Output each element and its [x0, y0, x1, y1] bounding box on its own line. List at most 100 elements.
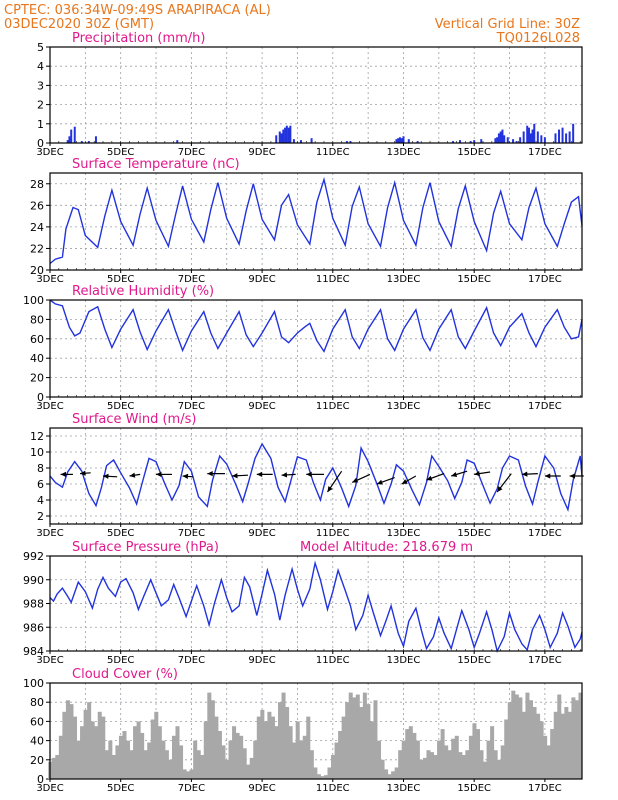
pressure-title: Surface Pressure (hPa): [72, 540, 219, 555]
precipitation-bar: [349, 141, 352, 143]
cloud-bar: [373, 700, 378, 779]
cloud-bar: [352, 697, 357, 779]
temperature-line: [49, 176, 583, 265]
cloud-bar: [408, 726, 413, 779]
wind-vector-head: [60, 471, 67, 478]
precipitation-ytick-label: 4: [37, 60, 44, 73]
precipitation-bar: [531, 129, 534, 143]
precipitation-xtick-label: 9DEC: [248, 147, 275, 158]
pressure-xtick-label: 3DEC: [36, 655, 63, 666]
cloud-ytick-label: 20: [30, 754, 44, 767]
precipitation-title: Precipitation (mm/h): [72, 31, 205, 46]
cloud-bar: [179, 745, 184, 779]
pressure-xtick-label: 9DEC: [248, 655, 275, 666]
pressure-xtick-label: 17DEC: [528, 655, 562, 666]
pressure-ytick-label: 984: [23, 645, 44, 658]
cloud-bar: [111, 755, 116, 779]
pressure-ytick-label: 990: [23, 574, 44, 587]
wind-vector-head: [232, 473, 238, 479]
cloud-bar: [299, 740, 304, 779]
cloud-xtick-label: 17DEC: [528, 783, 562, 794]
cloud-bar: [490, 726, 495, 779]
precipitation-ytick-label: 0: [37, 137, 44, 150]
temperature-xtick-label: 17DEC: [528, 274, 562, 285]
humidity-frame: [49, 299, 583, 398]
cloud-bar: [430, 752, 435, 779]
precipitation-bar: [66, 140, 69, 143]
humidity-ytick-label: 40: [30, 352, 44, 365]
cloud-bar: [419, 759, 424, 779]
cloud-ytick-label: 60: [30, 715, 44, 728]
cloud-bar: [458, 752, 463, 779]
wind-ytick-label: 10: [30, 446, 44, 459]
cloud-bar: [465, 750, 470, 779]
humidity-plot: 0 20 40 60 80 100 3DEC 5DEC 7DEC 9DEC 11DEC 13DEC 15…: [23, 294, 583, 412]
precipitation-bar: [310, 138, 313, 143]
wind-vector-head: [544, 473, 551, 479]
humidity-ytick-label: 60: [30, 333, 44, 346]
cloud-bar: [239, 735, 244, 779]
cloud-bar: [461, 755, 466, 779]
precipitation-bar: [345, 141, 348, 143]
precipitation-bar: [480, 139, 483, 143]
precipitation-bar: [282, 129, 285, 143]
humidity-xtick-label: 5DEC: [107, 401, 134, 412]
cloud-bar: [140, 732, 145, 779]
cloud-bar: [302, 735, 307, 779]
cloud-bar: [369, 721, 374, 779]
cloud-xtick-label: 3DEC: [36, 783, 63, 794]
cloud-bar: [76, 740, 81, 779]
precipitation-bar: [568, 131, 571, 143]
cloud-bar: [281, 692, 286, 779]
cloud-bar: [143, 750, 148, 779]
cloud-bar: [69, 704, 74, 779]
precipitation-bar: [558, 129, 561, 143]
precipitation-bar: [292, 139, 295, 143]
cloud-bar: [412, 732, 417, 779]
cloud-bar: [433, 755, 438, 779]
precipitation-ytick-label: 3: [37, 79, 44, 92]
pressure-line: [49, 560, 583, 654]
precipitation-xtick-label: 7DEC: [178, 147, 205, 158]
cloud-bar: [150, 719, 155, 779]
cloud-bar: [546, 745, 551, 779]
wind-line: [49, 442, 583, 512]
precipitation-bar: [506, 137, 509, 143]
cloud-bar: [338, 731, 343, 779]
cloud-bar: [553, 711, 558, 779]
wind-xtick-label: 9DEC: [248, 528, 275, 539]
humidity-xtick-label: 11DEC: [316, 401, 350, 412]
cloud-bar: [422, 757, 427, 779]
pressure-frame: [49, 555, 583, 652]
temperature-xtick-label: 5DEC: [107, 274, 134, 285]
wind-xtick-label: 11DEC: [316, 528, 350, 539]
precipitation-bar: [529, 133, 532, 143]
panel-wind: Surface Wind (m/s) 2 4 6 8 10 12 3DEC 5DEC 7DEC 9…: [30, 412, 584, 539]
precipitation-bar: [503, 135, 506, 143]
pressure-xtick-label: 5DEC: [107, 655, 134, 666]
cloud-bar: [391, 771, 396, 779]
cloud-bar: [316, 774, 321, 779]
cloud-bar: [83, 709, 88, 779]
precipitation-bar: [543, 137, 546, 143]
panel-cloud: Cloud Cover (%) 0 20 40 60 80 100 3DEC 5DEC 7DEC…: [23, 667, 583, 794]
wind-vector-head: [426, 475, 433, 481]
cloud-bar: [175, 726, 180, 779]
cloud-bar: [278, 702, 283, 779]
cloud-ytick-label: 0: [37, 773, 44, 786]
cloud-bar: [564, 707, 569, 779]
precipitation-bar: [522, 131, 525, 143]
cloud-bar: [447, 750, 452, 779]
cloud-bar: [196, 750, 201, 779]
precipitation-bar: [416, 141, 419, 143]
precipitation-bar: [87, 141, 90, 143]
wind-vector-head: [327, 486, 333, 492]
cloud-bar: [154, 711, 159, 779]
cloud-bar: [55, 755, 60, 779]
cloud-bar: [126, 740, 131, 779]
cloud-bar: [129, 750, 134, 779]
wind-vector-head: [256, 471, 263, 478]
precipitation-bar: [299, 140, 302, 143]
precipitation-bar: [565, 133, 568, 143]
cloud-bar: [380, 759, 385, 779]
